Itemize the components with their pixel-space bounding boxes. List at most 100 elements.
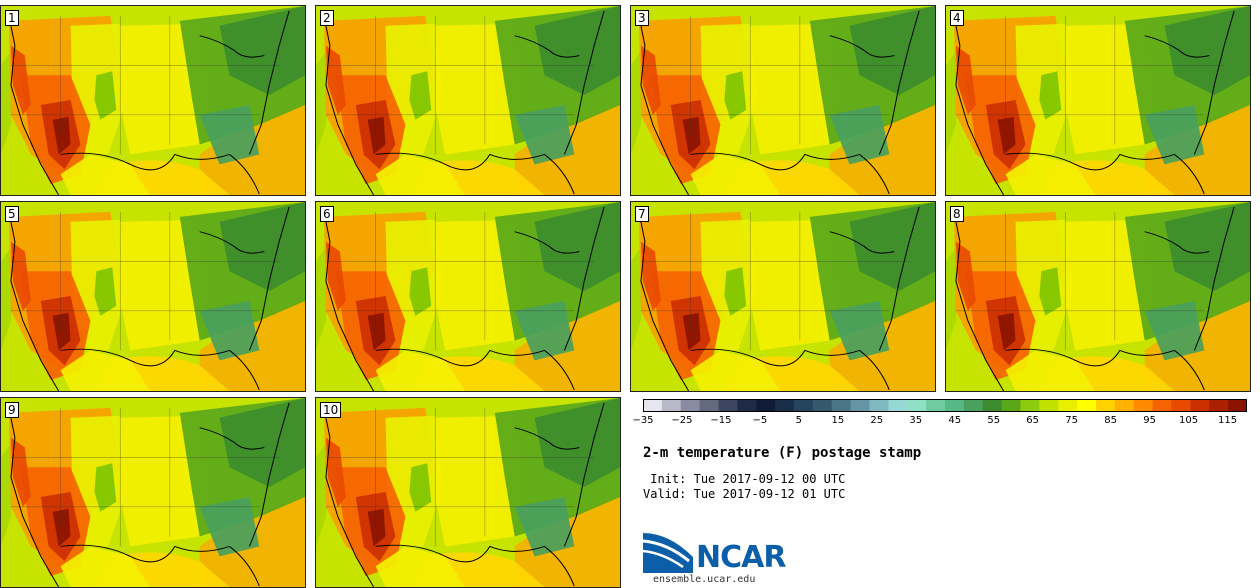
southeast-green	[199, 104, 260, 165]
southeast-green	[829, 104, 890, 165]
member-label-2: 2	[320, 10, 334, 26]
member-panel-9[interactable]: 9	[0, 397, 306, 588]
california-coast-hot	[10, 241, 31, 311]
init-time-line: Init: Tue 2017-09-12 00 UTC	[643, 472, 845, 486]
gulf-coastline	[690, 152, 890, 195]
west-coastline	[8, 211, 60, 391]
colorado-green	[724, 267, 747, 316]
southeast-green	[1144, 300, 1205, 361]
colorado-green	[94, 463, 117, 512]
desert-hottest	[52, 312, 71, 351]
mexico-yellow	[60, 350, 151, 391]
colorbar-swatch	[850, 399, 870, 412]
california-coast-hot	[325, 45, 346, 115]
desert-hottest	[682, 312, 701, 351]
member-label-3: 3	[635, 10, 649, 26]
colorbar-swatch	[1190, 399, 1210, 412]
temperature-colorbar	[643, 399, 1247, 412]
east-coastline	[563, 10, 605, 155]
southeast-green	[199, 300, 260, 361]
mexico-yellow	[690, 154, 781, 195]
valid-time-line: Valid: Tue 2017-09-12 01 UTC	[643, 487, 845, 501]
member-panel-4[interactable]: 4	[945, 5, 1251, 196]
member-panel-10[interactable]: 10	[315, 397, 621, 588]
desert-hottest	[997, 116, 1016, 155]
east-coastline	[878, 206, 920, 351]
mexico-yellow	[1005, 154, 1096, 195]
southeast-green	[514, 104, 575, 165]
california-coast-hot	[325, 437, 346, 507]
west-coastline	[638, 211, 690, 391]
california-coast-hot	[10, 45, 31, 115]
chart-title: 2-m temperature (F) postage stamp	[643, 445, 922, 461]
state-borders	[325, 15, 595, 155]
member-label-5: 5	[5, 206, 19, 222]
member-label-6: 6	[320, 206, 334, 222]
valid-label: Valid:	[643, 487, 687, 501]
colorbar-tick-label: 5	[795, 415, 803, 426]
colorbar-tick-label: 45	[948, 415, 962, 426]
colorbar-swatch	[831, 399, 852, 412]
east-coastline	[1193, 10, 1235, 155]
colorbar-swatch	[1058, 399, 1078, 412]
gulf-coastline	[375, 348, 575, 391]
west-coastline	[8, 407, 60, 587]
member-panel-3[interactable]: 3	[630, 5, 936, 196]
colorbar-swatch	[926, 399, 946, 412]
colorbar-border	[643, 399, 1247, 412]
desert-hottest	[997, 312, 1016, 351]
desert-hottest	[52, 508, 71, 547]
great-lakes-outline	[1144, 35, 1210, 58]
member-panel-5[interactable]: 5	[0, 201, 306, 392]
desert-hottest	[367, 116, 386, 155]
colorbar-swatch	[680, 399, 701, 412]
great-lakes-outline	[829, 231, 895, 254]
colorbar-swatch	[794, 399, 814, 412]
state-borders	[955, 15, 1225, 155]
member-panel-2[interactable]: 2	[315, 5, 621, 196]
southeast-green	[514, 300, 575, 361]
member-panel-6[interactable]: 6	[315, 201, 621, 392]
west-coastline	[323, 15, 375, 195]
temperature-map-4	[946, 6, 1250, 195]
west-coastline	[638, 15, 690, 195]
southeast-green	[199, 496, 260, 557]
southeast-green	[1144, 104, 1205, 165]
colorado-green	[1039, 267, 1062, 316]
colorbar-swatch	[888, 399, 908, 412]
colorbar-tick-label: 105	[1179, 415, 1199, 426]
member-label-10: 10	[320, 402, 342, 418]
desert-hottest	[682, 116, 701, 155]
colorbar-tick-label: 65	[1026, 415, 1040, 426]
mexico-yellow	[1005, 350, 1096, 391]
colorbar-swatch	[1114, 399, 1135, 412]
east-coastline	[878, 10, 920, 155]
great-lakes-outline	[199, 231, 265, 254]
southeast-green	[514, 496, 575, 557]
colorbar-tick-label: 15	[831, 415, 845, 426]
mexico-yellow	[375, 350, 466, 391]
colorado-green	[94, 267, 117, 316]
desert-hottest	[367, 312, 386, 351]
colorbar-swatch	[661, 399, 682, 412]
colorbar-tick-label: −25	[671, 415, 693, 426]
west-coastline	[953, 15, 1005, 195]
member-panel-1[interactable]: 1	[0, 5, 306, 196]
member-label-1: 1	[5, 10, 19, 26]
great-lakes-outline	[514, 35, 580, 58]
colorbar-swatch	[945, 399, 965, 412]
great-lakes-outline	[514, 231, 580, 254]
colorbar-swatch	[963, 399, 984, 412]
state-borders	[10, 407, 280, 547]
gulf-coastline	[1005, 152, 1205, 195]
colorbar-tick-label: 25	[870, 415, 884, 426]
colorbar-swatch	[718, 399, 738, 412]
state-borders	[10, 15, 280, 155]
colorbar-tick-label: 85	[1104, 415, 1117, 426]
great-lakes-outline	[199, 35, 265, 58]
gulf-coastline	[60, 152, 260, 195]
great-lakes-outline	[1144, 231, 1210, 254]
member-panel-7[interactable]: 7	[630, 201, 936, 392]
colorbar-swatch	[812, 399, 833, 412]
member-panel-8[interactable]: 8	[945, 201, 1251, 392]
